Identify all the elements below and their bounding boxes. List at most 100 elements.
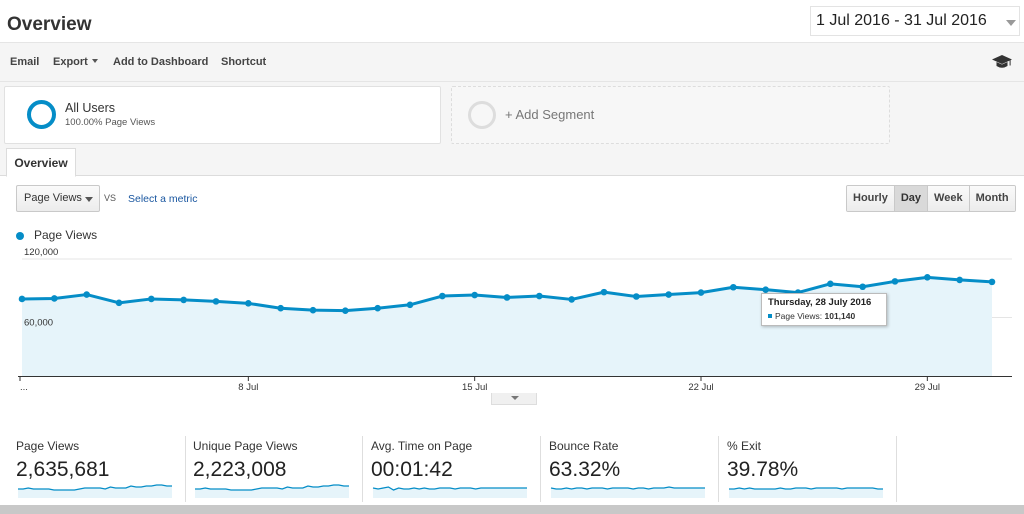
data-point [439, 292, 446, 300]
series-area [22, 277, 992, 376]
data-point [471, 291, 478, 299]
tab-row: Overview [0, 148, 1024, 177]
data-point [374, 304, 381, 312]
segment-subtitle: 100.00% Page Views [65, 117, 156, 128]
x-tick-label: ... [20, 382, 28, 393]
page-views-chart: 120,000 60,000... 8 Jul 15 Jul 22 Jul 29 Jul [18, 247, 1012, 393]
sparkline [195, 484, 349, 498]
scorecard-page-views[interactable]: Page Views 2,635,681 [16, 436, 186, 502]
data-point [891, 278, 899, 285]
date-range-picker[interactable]: 1 Jul 2016 - 31 Jul 2016 [810, 6, 1020, 36]
shortcut-button[interactable]: Shortcut [221, 56, 267, 68]
legend-dot-icon [16, 232, 24, 240]
x-tick-label: 15 Jul [462, 382, 487, 393]
data-point [924, 274, 931, 281]
data-point [988, 278, 996, 286]
sparkline-area [18, 485, 172, 498]
date-range-label: 1 Jul 2016 - 31 Jul 2016 [816, 12, 987, 29]
data-point [503, 294, 511, 301]
chevron-down-icon [85, 197, 93, 202]
period-hourly-button[interactable]: Hourly [847, 186, 895, 211]
y-tick-label: 120,000 [24, 247, 58, 258]
add-segment-button[interactable]: + Add Segment [451, 86, 890, 144]
scorecard-label: Page Views [16, 439, 80, 453]
x-tick-label: 29 Jul [915, 382, 940, 393]
period-week-button[interactable]: Week [928, 186, 970, 211]
period-toggle: Hourly Day Week Month [846, 185, 1016, 212]
graduation-cap-icon[interactable] [992, 54, 1012, 70]
x-tick-label: 22 Jul [688, 382, 713, 393]
select-metric-link[interactable]: Select a metric [128, 193, 198, 205]
horizontal-scrollbar[interactable] [0, 505, 1024, 514]
tooltip-line: Page Views: 101,140 [768, 311, 880, 321]
tooltip-date: Thursday, 28 July 2016 [768, 297, 872, 308]
scorecard-value: 2,635,681 [16, 458, 110, 481]
export-label: Export [53, 56, 88, 68]
sparkline-line [372, 486, 527, 491]
email-button[interactable]: Email [10, 56, 40, 68]
period-month-button[interactable]: Month [969, 186, 1015, 211]
data-point [115, 299, 123, 307]
empty-ring-icon [468, 101, 496, 129]
scorecard-exit-rate[interactable]: % Exit 39.78% [727, 436, 897, 502]
data-point [406, 301, 414, 309]
chevron-down-icon [1006, 20, 1016, 26]
scorecard-bounce-rate[interactable]: Bounce Rate 63.32% [549, 436, 719, 502]
scorecard-unique-page-views[interactable]: Unique Page Views 2,223,008 [193, 436, 363, 502]
data-point [633, 293, 640, 300]
sparkline [18, 484, 172, 498]
sparkline [729, 487, 883, 498]
sparkline-area [195, 485, 349, 498]
scorecard-avg-time-on-page[interactable]: Avg. Time on Page 00:01:42 [371, 436, 541, 502]
data-point [342, 307, 349, 314]
sparkline-line [18, 484, 172, 491]
export-button[interactable]: Export [53, 56, 98, 68]
scorecard-value: 63.32% [549, 458, 621, 481]
x-tick-label: 8 Jul [238, 382, 258, 393]
y-tick-label: 60,000 [24, 317, 53, 328]
tooltip-value: 101,140 [824, 311, 856, 321]
legend-label: Page Views [34, 228, 98, 242]
scorecard-label: % Exit [727, 439, 762, 453]
segment-all-users[interactable]: All Users 100.00% Page Views [4, 86, 441, 144]
period-day-button[interactable]: Day [894, 186, 929, 211]
vs-label: VS [104, 193, 117, 203]
sparkline-area [729, 488, 883, 498]
add-to-dashboard-button[interactable]: Add to Dashboard [113, 56, 209, 68]
sparkline [550, 486, 705, 498]
metric-select-value: Page Views [24, 192, 82, 204]
sparkline-area [373, 487, 527, 498]
caret-down-icon [91, 59, 98, 63]
data-point [665, 291, 672, 298]
data-point [309, 306, 317, 314]
scorecard-label: Bounce Rate [549, 439, 619, 453]
top-bar: Overview 1 Jul 2016 - 31 Jul 2016 [0, 0, 1024, 42]
sparkline-line [550, 486, 705, 490]
scorecard-value: 2,223,008 [193, 458, 287, 481]
data-point [536, 292, 543, 300]
sparkline-area [551, 487, 705, 498]
report-toolbar: Email Export Add to Dashboard Shortcut [0, 42, 1024, 82]
segment-bar: All Users 100.00% Page Views + Add Segme… [0, 82, 1024, 148]
segment-ring-icon [27, 100, 56, 129]
chart-tooltip: Thursday, 28 July 2016 Page Views: 101,1… [761, 293, 887, 326]
data-point [859, 283, 866, 291]
data-point [18, 295, 26, 303]
data-point [212, 298, 220, 305]
data-point [277, 304, 284, 312]
scorecard-value: 39.78% [727, 458, 799, 481]
sparkline-line [195, 484, 349, 491]
data-point [600, 288, 608, 296]
scorecards: Page Views 2,635,681 Unique Page Views 2… [0, 436, 1024, 502]
data-point [762, 286, 769, 293]
tab-overview[interactable]: Overview [6, 148, 76, 177]
chart-resize-handle[interactable] [491, 393, 537, 405]
data-point [83, 291, 90, 298]
sparkline [372, 486, 527, 498]
sparkline-line [729, 487, 883, 490]
series-square-icon [768, 314, 772, 318]
tooltip-label: Page Views: [775, 311, 823, 321]
data-point [956, 276, 963, 284]
data-point [51, 295, 58, 302]
metric-select[interactable]: Page Views [16, 185, 100, 212]
